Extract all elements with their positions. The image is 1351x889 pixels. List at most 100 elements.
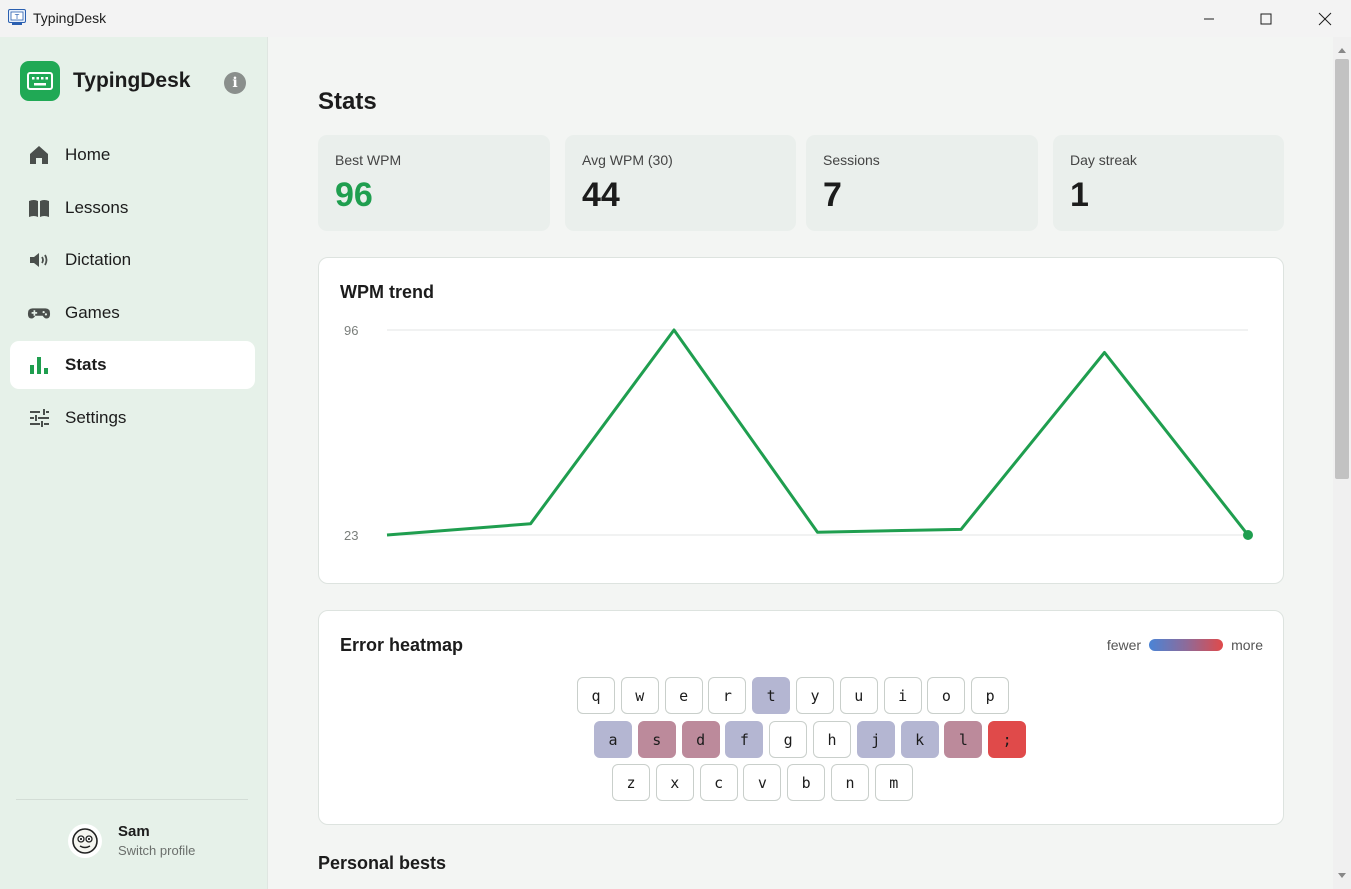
- svg-text:T: T: [14, 13, 20, 21]
- stat-card-avg-wpm: Avg WPM (30) 44: [565, 135, 796, 231]
- heatmap-key: o: [927, 677, 966, 714]
- sidebar-item-games[interactable]: Games: [10, 289, 255, 337]
- heatmap-key: g: [769, 721, 808, 758]
- heatmap-key: f: [725, 721, 764, 758]
- sidebar-item-label: Settings: [65, 407, 127, 427]
- wpm-trend-chart: 96 23: [344, 323, 1253, 543]
- heatmap-key: z: [612, 764, 650, 801]
- sidebar-item-label: Games: [65, 302, 120, 322]
- close-icon: [1318, 12, 1332, 25]
- scroll-up-icon[interactable]: [1338, 47, 1346, 53]
- wpm-trend-panel: WPM trend 96 23: [318, 257, 1284, 584]
- app-icon: T: [8, 9, 26, 25]
- sidebar-item-settings[interactable]: Settings: [10, 394, 255, 442]
- sliders-icon: [27, 406, 51, 430]
- speaker-icon: [27, 248, 51, 272]
- heatmap-key: d: [681, 721, 720, 758]
- section-title-personal-bests: Personal bests: [318, 853, 447, 873]
- heatmap-key: k: [900, 721, 939, 758]
- heatmap-key: i: [883, 677, 922, 714]
- title-bar: T TypingDesk: [0, 0, 1351, 37]
- stat-value: 7: [823, 176, 842, 214]
- heatmap-key: ;: [988, 721, 1027, 758]
- keyboard-row-home: a s d f g h j k l;: [594, 721, 1032, 758]
- scroll-down-icon[interactable]: [1338, 873, 1346, 879]
- maximize-button[interactable]: [1237, 0, 1295, 37]
- heatmap-key: j: [856, 721, 895, 758]
- heatmap-key: t: [752, 677, 791, 714]
- heatmap-key: r: [708, 677, 747, 714]
- heatmap-key: s: [637, 721, 676, 758]
- keyboard-logo-icon: [20, 61, 60, 101]
- book-icon: [27, 196, 51, 220]
- last-point-marker: [1243, 530, 1253, 540]
- sidebar-item-label: Dictation: [65, 250, 132, 269]
- heatmap-key: c: [699, 764, 738, 801]
- heatmap-key: e: [664, 677, 703, 714]
- sidebar-nav: Home Lessons Dictation Games Stats: [10, 131, 255, 446]
- main-content: Stats Best WPM 96 Avg WPM (30) 44 Sessio…: [268, 37, 1333, 889]
- heatmap-key: q: [577, 677, 615, 714]
- legend-gradient: [1149, 639, 1224, 651]
- profile-switcher[interactable]: Sam Switch profile: [68, 823, 195, 858]
- legend-high-label: more: [1231, 637, 1263, 653]
- brand-name: TypingDesk: [73, 69, 191, 92]
- series-line: [386, 328, 1250, 537]
- sidebar-item-label: Lessons: [65, 197, 129, 217]
- heatmap-key: n: [830, 764, 869, 801]
- sidebar-divider: [16, 799, 248, 800]
- maximize-icon: [1260, 13, 1272, 24]
- scroll-thumb[interactable]: [1335, 59, 1349, 479]
- legend-low-label: fewer: [1106, 637, 1142, 653]
- heatmap-key: y: [795, 677, 834, 714]
- sidebar-item-dictation[interactable]: Dictation: [10, 236, 255, 284]
- avatar-icon: [68, 823, 102, 858]
- panel-title: WPM trend: [340, 282, 434, 302]
- heatmap-key: a: [594, 721, 632, 758]
- sidebar-item-lessons[interactable]: Lessons: [10, 184, 255, 232]
- minimize-icon: [1204, 18, 1214, 19]
- stat-label: Day streak: [1070, 152, 1137, 168]
- info-icon: i: [232, 75, 238, 91]
- y-tick-label-min: 23: [344, 528, 358, 543]
- bar-chart-icon: [27, 353, 51, 377]
- window-title: TypingDesk: [33, 10, 107, 26]
- heatmap-key: w: [620, 677, 659, 714]
- home-icon: [27, 143, 51, 167]
- heatmap-key: l: [944, 721, 983, 758]
- heatmap-key: v: [743, 764, 782, 801]
- heatmap-legend: fewer more: [1107, 637, 1263, 653]
- minimize-button[interactable]: [1180, 0, 1238, 37]
- stat-label: Sessions: [823, 152, 880, 168]
- stat-card-day-streak: Day streak 1: [1053, 135, 1284, 231]
- heatmap-key: h: [812, 721, 851, 758]
- stat-label: Avg WPM (30): [582, 152, 673, 168]
- sidebar-item-label: Stats: [65, 355, 107, 374]
- stat-value: 1: [1070, 176, 1089, 214]
- page-title: Stats: [318, 88, 377, 115]
- heatmap-key: u: [839, 677, 878, 714]
- stat-value: 44: [582, 176, 620, 214]
- close-button[interactable]: [1296, 0, 1351, 37]
- profile-name: Sam: [118, 823, 150, 840]
- stat-card-sessions: Sessions 7: [806, 135, 1038, 231]
- heatmap-key: b: [787, 764, 826, 801]
- stat-label: Best WPM: [335, 152, 402, 168]
- switch-profile-link[interactable]: Switch profile: [118, 843, 196, 858]
- sidebar: TypingDesk i Home Lessons Dictation Game: [0, 37, 268, 889]
- info-button[interactable]: i: [224, 72, 246, 94]
- stat-card-best-wpm: Best WPM 96: [318, 135, 550, 231]
- stat-value: 96: [335, 176, 373, 214]
- vertical-scrollbar[interactable]: [1333, 37, 1351, 889]
- heatmap-key: x: [655, 764, 694, 801]
- heatmap-key: m: [874, 764, 913, 801]
- heatmap-key: p: [971, 677, 1010, 714]
- sidebar-item-stats[interactable]: Stats: [10, 341, 255, 389]
- y-tick-label-max: 96: [344, 323, 358, 338]
- brand: TypingDesk: [20, 61, 190, 101]
- gamepad-icon: [27, 301, 51, 325]
- sidebar-item-home[interactable]: Home: [10, 131, 255, 179]
